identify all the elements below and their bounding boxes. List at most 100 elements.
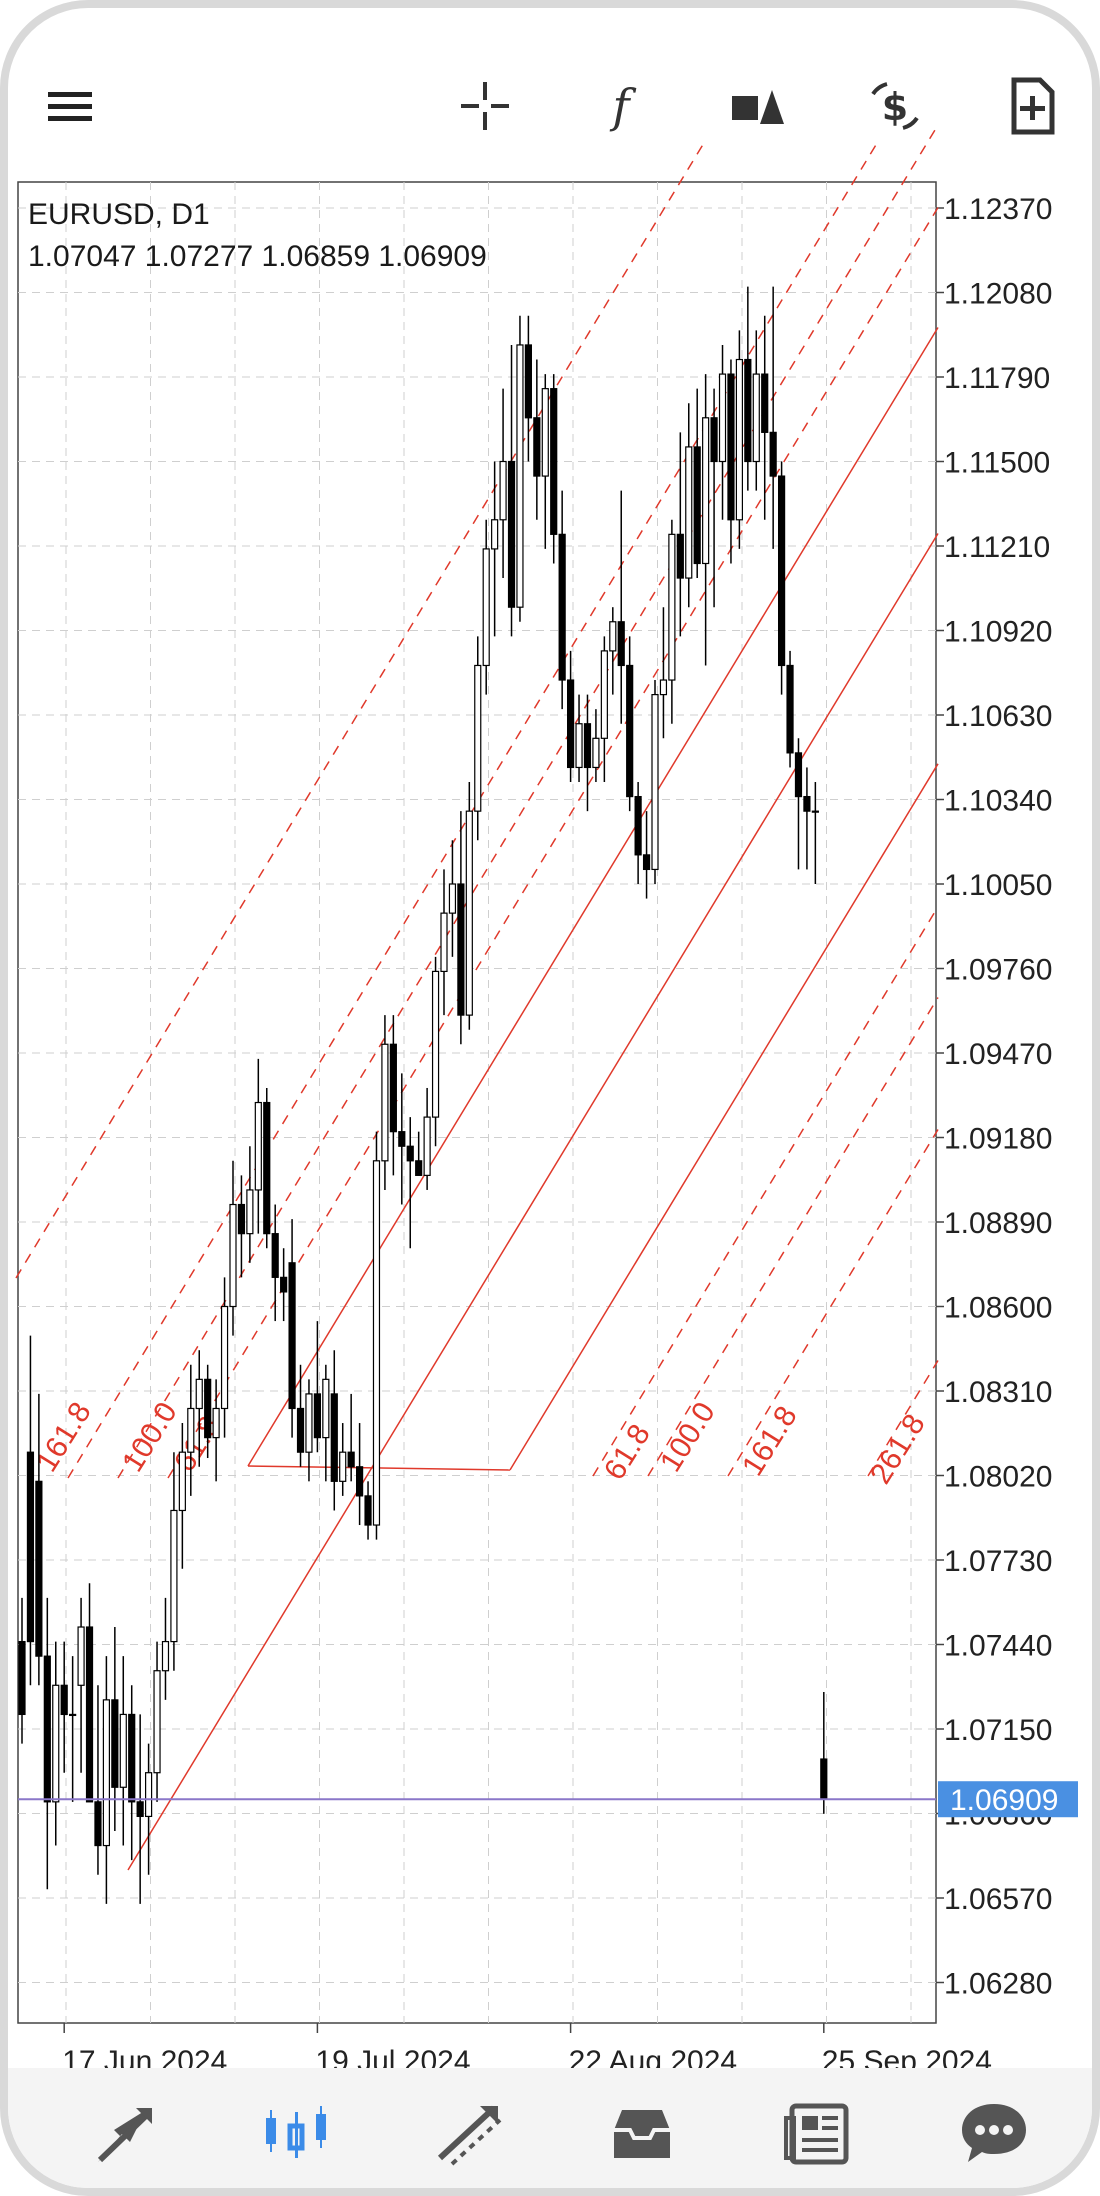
candle-bull	[178, 1451, 186, 1512]
candle-bear	[136, 1801, 144, 1818]
candle-bear	[94, 1801, 102, 1847]
new-order-icon[interactable]	[996, 70, 1068, 142]
y-tick-label: 1.11790	[944, 362, 1050, 395]
candle-bull	[752, 373, 760, 463]
objects-icon[interactable]	[722, 70, 794, 142]
candle-bear	[642, 854, 651, 871]
candle-bear	[406, 1145, 414, 1162]
y-tick-label: 1.09180	[944, 1123, 1052, 1156]
candle-bull	[187, 1407, 195, 1453]
top-toolbar: f $	[8, 8, 1092, 178]
y-tick-label: 1.08890	[944, 1207, 1052, 1240]
candle-bear	[507, 460, 516, 608]
fib-level-line	[647, 997, 939, 1477]
candle-bull	[381, 1043, 389, 1162]
menu-icon[interactable]	[34, 70, 106, 142]
candle-bull	[668, 533, 676, 681]
candle-bull	[440, 912, 448, 973]
y-tick-label: 1.10920	[944, 616, 1052, 649]
quotes-icon[interactable]	[84, 2092, 168, 2176]
candle-bear	[364, 1495, 372, 1526]
candle-bear	[356, 1466, 364, 1497]
trade-icon[interactable]: $	[859, 70, 931, 142]
fib-level-line	[867, 1360, 939, 1477]
candle-bull	[212, 1407, 220, 1439]
candle-bull	[170, 1509, 178, 1643]
candle-bull	[246, 1189, 254, 1235]
candle-bull	[161, 1640, 170, 1672]
y-tick-label: 1.11500	[944, 447, 1050, 480]
symbol-title: EURUSD, D1	[28, 198, 210, 231]
candle-bear	[288, 1262, 296, 1410]
candle-bull	[145, 1772, 153, 1818]
candle-bull	[195, 1378, 203, 1410]
fib-level-line	[15, 139, 707, 1279]
fib-level-line	[727, 1129, 939, 1477]
x-tick-label: 19 Jul 2024	[315, 2045, 470, 2068]
candle-bear	[566, 679, 575, 769]
candle-bear	[786, 664, 794, 754]
fib-level-line	[117, 127, 937, 1479]
candle-bear	[111, 1699, 119, 1788]
candle-bear	[583, 723, 592, 769]
fib-channel-base	[127, 533, 939, 1871]
candle-bear	[524, 344, 533, 419]
candle-bear	[710, 417, 718, 463]
candle-bull	[322, 1378, 330, 1439]
candle-bull	[718, 373, 727, 463]
candle-bull	[516, 344, 524, 608]
candle-bull	[575, 723, 583, 769]
candle-bear	[744, 358, 752, 463]
candle-bull	[735, 358, 744, 521]
chart-icon[interactable]	[254, 2092, 338, 2176]
y-tick-label: 1.11210	[944, 531, 1050, 564]
y-tick-label: 1.07150	[944, 1714, 1052, 1747]
crosshair-icon[interactable]	[449, 70, 521, 142]
candle-bear	[330, 1393, 338, 1482]
bottom-navigation	[8, 2068, 1092, 2188]
candle-bear	[18, 1640, 26, 1716]
candle-bull	[448, 883, 457, 914]
candle-bull	[702, 417, 710, 565]
x-tick-label: 17 Jun 2024	[62, 2045, 227, 2068]
candle-bear	[533, 417, 541, 477]
candle-bear	[676, 533, 684, 579]
y-tick-label: 1.07730	[944, 1545, 1052, 1578]
candle-bear	[769, 431, 777, 477]
chat-icon[interactable]	[952, 2092, 1036, 2176]
candle-bear	[693, 446, 701, 565]
candle-bear	[415, 1160, 423, 1176]
candle-bear	[550, 388, 558, 535]
candle-bull	[431, 970, 440, 1118]
candle-bull	[491, 519, 499, 550]
y-tick-label: 1.09760	[944, 954, 1052, 987]
candle-bull	[229, 1203, 237, 1308]
candle-bull	[153, 1670, 161, 1774]
indicators-icon[interactable]: f	[585, 70, 657, 142]
candle-bear	[794, 752, 803, 798]
candle-bear	[398, 1131, 406, 1147]
candle-bear	[457, 883, 465, 1016]
candle-bull	[482, 548, 490, 667]
candle-bear	[313, 1393, 321, 1439]
candle-bear	[634, 795, 642, 856]
candle-bear	[389, 1043, 397, 1133]
candle-bull	[659, 679, 668, 696]
price-chart[interactable]: 1.12370 1.12080 1.11790 1.11500 1.11210 1.109…	[8, 8, 1100, 2068]
candle-bear	[43, 1655, 51, 1803]
news-icon[interactable]	[776, 2092, 860, 2176]
candle-bull	[119, 1713, 127, 1788]
candle-bear	[128, 1713, 136, 1803]
plot-border	[17, 181, 937, 2024]
svg-text:$: $	[882, 85, 908, 129]
x-tick-label: 25 Sep 2024	[822, 2045, 992, 2068]
candle-bull	[541, 388, 549, 477]
y-tick-label: 1.12370	[944, 193, 1052, 226]
candle-bear	[777, 475, 786, 667]
trade-icon[interactable]	[428, 2092, 512, 2176]
candle-bear	[237, 1203, 246, 1235]
y-tick-label: 1.09470	[944, 1038, 1052, 1071]
y-tick-label: 1.10630	[944, 700, 1052, 733]
history-icon[interactable]	[600, 2092, 684, 2176]
candle-bear	[803, 795, 811, 812]
